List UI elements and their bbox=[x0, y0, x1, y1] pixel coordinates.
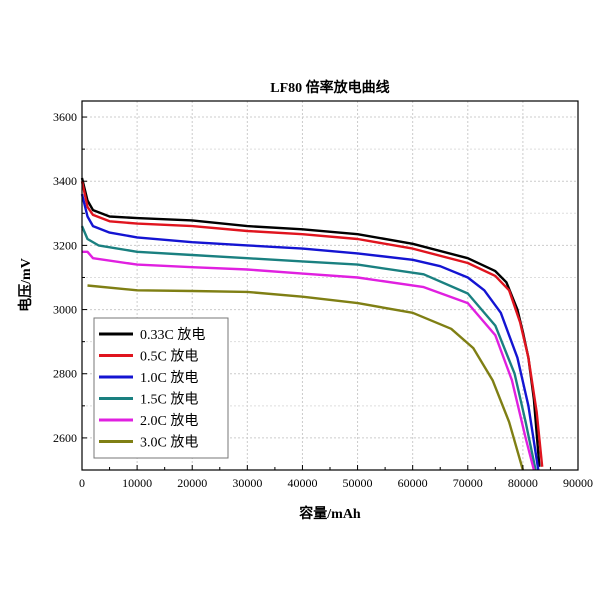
y-tick-label: 3000 bbox=[53, 303, 77, 317]
y-tick-label: 3200 bbox=[53, 238, 77, 252]
x-tick-label: 10000 bbox=[122, 476, 152, 490]
series-line-1 bbox=[80, 180, 544, 467]
x-tick-label: 80000 bbox=[508, 476, 538, 490]
legend: 0.33C 放电 0.5C 放电 1.0C 放电 1.5C 放电 2.0C 放电 3.0C… bbox=[93, 317, 229, 459]
x-tick-label: 90000 bbox=[563, 476, 593, 490]
legend-label: 1.5C 放电 bbox=[140, 392, 198, 408]
x-tick-label: 40000 bbox=[287, 476, 317, 490]
series-line-3 bbox=[80, 225, 537, 471]
legend-label: 0.33C 放电 bbox=[140, 327, 205, 343]
legend-label: 3.0C 放电 bbox=[140, 435, 198, 451]
y-tick-label: 3600 bbox=[53, 110, 77, 124]
y-tick-label: 3400 bbox=[53, 174, 77, 188]
legend-label: 0.5C 放电 bbox=[140, 349, 198, 365]
series-line-2 bbox=[80, 193, 540, 471]
x-axis-label: 容量/mAh bbox=[298, 505, 361, 522]
x-tick-label: 60000 bbox=[398, 476, 428, 490]
x-tick-label: 70000 bbox=[453, 476, 483, 490]
legend-label: 1.0C 放电 bbox=[140, 370, 198, 386]
series-line-4 bbox=[82, 250, 536, 471]
x-tick-label: 30000 bbox=[232, 476, 262, 490]
y-axis-label: 电压/mV bbox=[17, 258, 34, 312]
chart-title: LF80 倍率放电曲线 bbox=[270, 79, 389, 96]
x-tick-label: 0 bbox=[79, 476, 85, 490]
y-tick-label: 2800 bbox=[53, 367, 77, 381]
x-tick-label: 50000 bbox=[343, 476, 373, 490]
y-tick-label: 2600 bbox=[53, 431, 77, 445]
legend-box bbox=[93, 317, 229, 459]
x-tick-label: 20000 bbox=[177, 476, 207, 490]
series-line-5 bbox=[87, 284, 525, 471]
legend-label: 2.0C 放电 bbox=[140, 413, 198, 429]
